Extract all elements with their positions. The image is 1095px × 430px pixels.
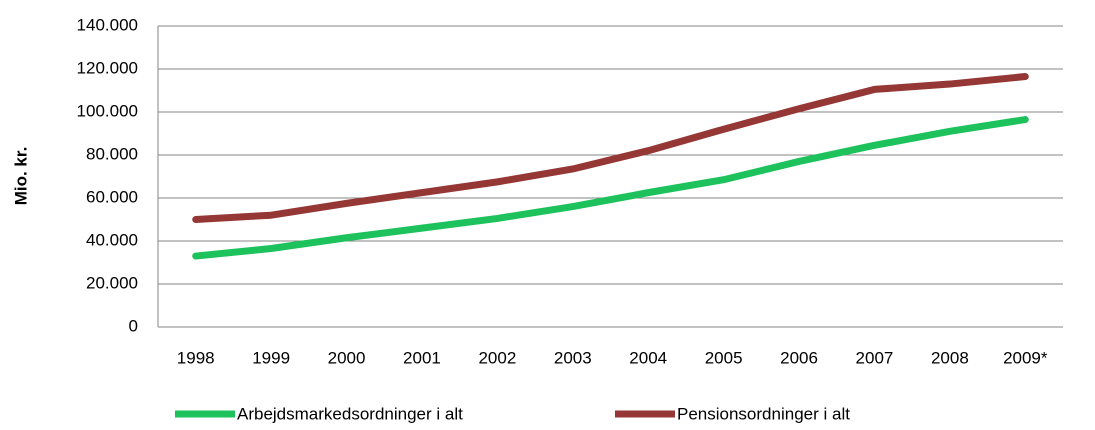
line-series — [192, 73, 1029, 223]
y-tick-label: 100.000 — [77, 101, 138, 120]
y-tick-label: 60.000 — [86, 187, 138, 206]
x-tick-label: 2009* — [1003, 348, 1048, 367]
x-tick-label: 2000 — [328, 348, 366, 367]
y-tick-label: 0 — [129, 316, 138, 335]
x-tick-label: 2003 — [554, 348, 592, 367]
x-tick-label: 2002 — [478, 348, 516, 367]
legend-label: Pensionsordninger i alt — [677, 404, 850, 423]
legend-label: Arbejdsmarkedsordninger i alt — [237, 404, 463, 423]
y-axis-label: Mio. kr. — [11, 147, 30, 206]
y-tick-label: 120.000 — [77, 58, 138, 77]
y-tick-label: 80.000 — [86, 144, 138, 163]
x-tick-label: 2005 — [705, 348, 743, 367]
x-tick-label: 2004 — [629, 348, 667, 367]
y-tick-label: 40.000 — [86, 230, 138, 249]
line-series — [192, 116, 1029, 260]
x-tick-label: 2001 — [403, 348, 441, 367]
x-tick-label: 1998 — [177, 348, 215, 367]
x-tick-label: 2008 — [931, 348, 969, 367]
x-tick-label: 1999 — [252, 348, 290, 367]
x-tick-label: 2007 — [856, 348, 894, 367]
y-tick-label: 140.000 — [77, 15, 138, 34]
y-tick-label: 20.000 — [86, 273, 138, 292]
x-tick-label: 2006 — [780, 348, 818, 367]
